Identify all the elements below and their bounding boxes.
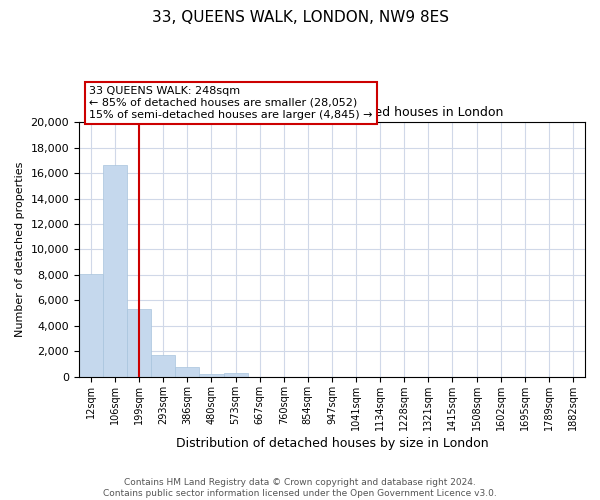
Bar (175, 366, 199, 377)
Bar (224, 373, 248, 377)
Bar (199, 374, 224, 377)
Text: 33 QUEENS WALK: 248sqm
← 85% of detached houses are smaller (28,052)
15% of semi: 33 QUEENS WALK: 248sqm ← 85% of detached… (89, 86, 373, 120)
Bar (103, 166, 127, 377)
Text: Contains HM Land Registry data © Crown copyright and database right 2024.
Contai: Contains HM Land Registry data © Crown c… (103, 478, 497, 498)
Y-axis label: Number of detached properties: Number of detached properties (15, 162, 25, 337)
Bar (151, 354, 175, 377)
Bar (79, 274, 103, 377)
X-axis label: Distribution of detached houses by size in London: Distribution of detached houses by size … (176, 437, 488, 450)
Bar (127, 310, 151, 377)
Title: Size of property relative to detached houses in London: Size of property relative to detached ho… (160, 106, 503, 120)
Text: 33, QUEENS WALK, LONDON, NW9 8ES: 33, QUEENS WALK, LONDON, NW9 8ES (151, 10, 449, 25)
